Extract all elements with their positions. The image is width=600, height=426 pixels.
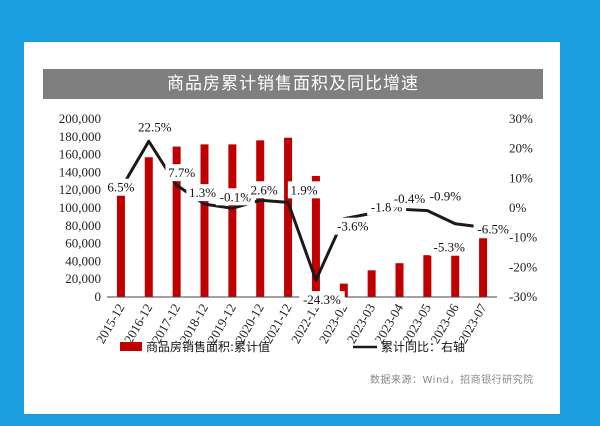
bar-2016-12 — [144, 157, 153, 297]
y-left-tick: 20,000 — [65, 271, 101, 286]
legend-bar-swatch — [120, 342, 142, 351]
data-label: -6.5% — [477, 221, 509, 236]
line-series — [119, 139, 484, 282]
bar-2015-12 — [116, 183, 125, 297]
y-left-tick: 120,000 — [59, 182, 101, 197]
bar-2021-12 — [284, 137, 293, 297]
bar-series — [116, 137, 488, 297]
legend: 商品房销售面积:累计值 累计同比：右轴 — [120, 339, 465, 354]
data-label: -0.4% — [394, 191, 426, 206]
bar-2023-02 — [339, 283, 348, 297]
y-left-tick: 80,000 — [65, 218, 101, 233]
y-right-tick: 30% — [509, 111, 533, 126]
legend-line-label: 累计同比：右轴 — [381, 339, 465, 354]
data-label-bg — [390, 190, 429, 208]
data-label: -24.3% — [303, 292, 341, 307]
data-label-bg — [165, 164, 198, 182]
data-label: 6.5% — [107, 180, 134, 195]
data-label-bg — [429, 238, 469, 256]
data-labels: 6.5% 22.5% 7.7% 1.3% -0.1% 2.6% 1.9% -24.3% -3.6… — [104, 118, 513, 309]
bar-2023-03 — [367, 270, 376, 297]
data-label-bg — [299, 291, 345, 309]
y-left-tick: 0 — [95, 289, 102, 304]
y-left-tick: 140,000 — [59, 164, 101, 179]
bar-2023-04 — [395, 263, 404, 297]
y-right-tick: 20% — [509, 141, 533, 156]
data-label: 1.3% — [189, 185, 216, 200]
y-left-tick: 160,000 — [59, 147, 101, 162]
y-left-tick: 60,000 — [65, 236, 101, 251]
bar-2023-06 — [451, 248, 460, 297]
data-label-bg — [287, 181, 321, 199]
data-label-bg — [104, 178, 138, 196]
data-label-bg — [333, 217, 373, 235]
data-label-bg — [215, 188, 255, 206]
y-right-tick: 0% — [509, 200, 527, 215]
bar-2022-12 — [311, 175, 320, 297]
data-label: 7.7% — [168, 165, 195, 180]
data-label: -0.1% — [220, 189, 252, 204]
bar-2020-12 — [256, 140, 265, 297]
source-note: 数据来源：Wind，招商银行研究院 — [370, 375, 534, 386]
data-label: -0.9% — [430, 189, 462, 204]
bar-2019-12 — [228, 144, 237, 297]
data-label-bg — [473, 220, 513, 238]
bar-2018-12 — [200, 144, 209, 297]
data-label: 1.9% — [291, 182, 318, 197]
data-label-bg — [425, 187, 465, 205]
bar-2017-12 — [172, 146, 181, 297]
data-label-bg — [186, 184, 219, 202]
bar-2023-05 — [423, 255, 432, 297]
bar-2023-07 — [479, 238, 488, 297]
y-right-tick: -20% — [509, 259, 537, 274]
data-label: 22.5% — [138, 119, 172, 134]
y-left-tick: 100,000 — [59, 200, 101, 215]
legend-bar-label: 商品房销售面积:累计值 — [146, 339, 270, 354]
y-left-tick: 200,000 — [59, 111, 101, 126]
y-right-tick: -30% — [509, 289, 537, 304]
yoy-line — [119, 139, 484, 282]
y-left-tick: 40,000 — [65, 253, 101, 268]
data-label: -5.3% — [434, 240, 466, 255]
y-left-tick: 180,000 — [59, 129, 101, 144]
y-right-tick: 10% — [509, 170, 533, 185]
data-label-bg — [135, 118, 175, 136]
data-label: 2.6% — [251, 182, 278, 197]
data-label-bg — [248, 181, 281, 199]
chart-title: 商品房累计销售面积及同比增速 — [43, 69, 543, 99]
y-right-tick: -10% — [509, 230, 537, 245]
data-label: -3.6% — [337, 219, 369, 234]
